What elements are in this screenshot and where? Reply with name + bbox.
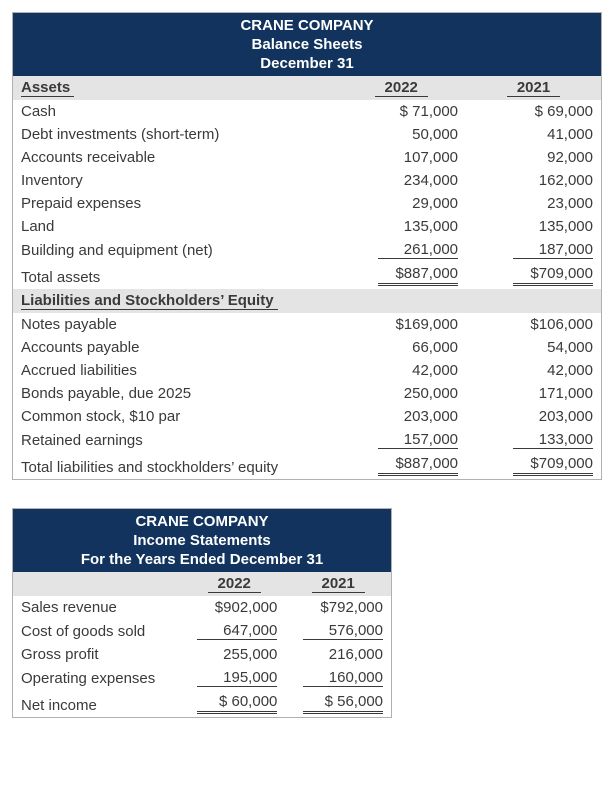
row-label: Debt investments (short-term) [13,123,337,146]
row-label: Prepaid expenses [13,192,337,215]
row-label: Inventory [13,169,337,192]
row-label: Bonds payable, due 2025 [13,382,337,405]
total-cell: $709,000 [513,265,593,286]
cell: 92,000 [513,149,593,166]
cell: 29,000 [378,195,458,212]
bs-date: December 31 [13,54,602,76]
row-label: Accrued liabilities [13,359,337,382]
net-label: Net income [13,690,184,718]
cell: 195,000 [197,669,277,687]
cell: 160,000 [303,669,383,687]
cell: 41,000 [513,126,593,143]
cell: $ 71,000 [378,103,458,120]
cell: 647,000 [197,622,277,640]
cell: 255,000 [197,646,277,663]
cell: 171,000 [513,385,593,402]
section-liab-equity: Liabilities and Stockholders’ Equity [21,292,278,310]
row-label: Operating expenses [13,666,184,690]
cell: 135,000 [513,218,593,235]
bs-company: CRANE COMPANY [13,13,602,36]
is-company: CRANE COMPANY [13,509,392,532]
row-label: Gross profit [13,643,184,666]
cell: 234,000 [378,172,458,189]
cell: $902,000 [197,599,277,616]
cell: 203,000 [378,408,458,425]
total-cell: $887,000 [378,265,458,286]
net-cell: $ 60,000 [197,693,277,714]
income-statement-table: CRANE COMPANY Income Statements For the … [12,508,392,718]
cell: 157,000 [378,431,458,449]
row-label: Land [13,215,337,238]
row-label: Cash [13,100,337,123]
cell: $169,000 [378,316,458,333]
row-label: Accounts payable [13,336,337,359]
cell: 187,000 [513,241,593,259]
cell: 576,000 [303,622,383,640]
total-label: Total assets [13,262,337,289]
cell: 42,000 [378,362,458,379]
is-title: Income Statements [13,531,392,550]
cell: $ 69,000 [513,103,593,120]
row-label: Sales revenue [13,596,184,619]
total-label: Total liabilities and stockholders’ equi… [13,452,337,480]
row-label: Notes payable [13,313,337,336]
balance-sheet-table: CRANE COMPANY Balance Sheets December 31… [12,12,602,480]
row-label: Retained earnings [13,428,337,452]
cell: 23,000 [513,195,593,212]
cell: 107,000 [378,149,458,166]
total-cell: $709,000 [513,455,593,476]
total-cell: $887,000 [378,455,458,476]
cell: 162,000 [513,172,593,189]
net-cell: $ 56,000 [303,693,383,714]
cell: 203,000 [513,408,593,425]
row-label: Accounts receivable [13,146,337,169]
cell: 42,000 [513,362,593,379]
bs-title: Balance Sheets [13,35,602,54]
col-2021: 2021 [507,79,560,97]
row-label: Common stock, $10 par [13,405,337,428]
col-2021: 2021 [312,575,365,593]
cell: $106,000 [513,316,593,333]
col-2022: 2022 [375,79,428,97]
section-assets: Assets [21,79,74,97]
cell: 216,000 [303,646,383,663]
col-2022: 2022 [208,575,261,593]
cell: 133,000 [513,431,593,449]
cell: 50,000 [378,126,458,143]
row-label: Cost of goods sold [13,619,184,643]
cell: 54,000 [513,339,593,356]
cell: 261,000 [378,241,458,259]
cell: 66,000 [378,339,458,356]
cell: 250,000 [378,385,458,402]
is-date: For the Years Ended December 31 [13,550,392,572]
row-label: Building and equipment (net) [13,238,337,262]
cell: $792,000 [303,599,383,616]
cell: 135,000 [378,218,458,235]
